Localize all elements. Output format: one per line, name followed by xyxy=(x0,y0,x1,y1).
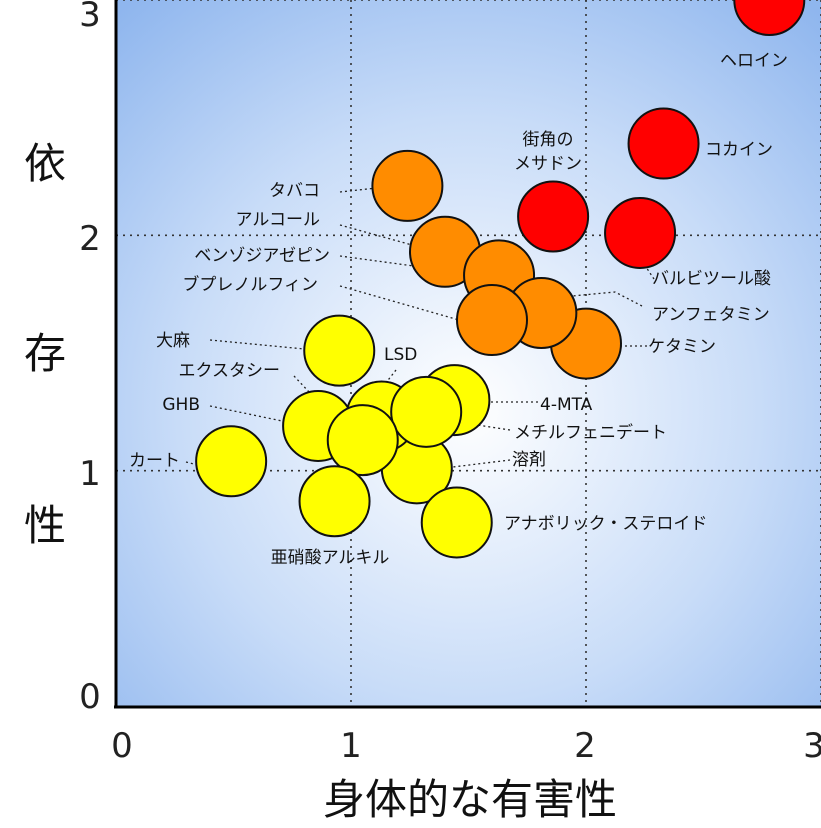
data-point xyxy=(420,486,493,559)
x-axis-title: 身体的な有害性 xyxy=(323,775,617,824)
data-point xyxy=(456,284,528,357)
point-label: LSD xyxy=(384,345,417,365)
y-tick-label: 0 xyxy=(79,677,101,717)
x-tick-label: 0 xyxy=(111,726,133,766)
point-label: アンフェタミン xyxy=(652,305,770,325)
leader-line xyxy=(373,369,397,399)
data-point xyxy=(195,425,268,498)
data-point xyxy=(371,149,444,222)
tick-labels: 0 1 2 3 0 1 2 3 xyxy=(79,0,821,766)
point-label: 亜硝酸アルキル xyxy=(271,548,390,568)
data-point xyxy=(390,375,463,448)
point-label: メチルフェニデート xyxy=(514,422,667,443)
point-label: 4-MTA xyxy=(540,395,593,415)
point-label: コカイン xyxy=(705,140,773,160)
gridlines xyxy=(116,0,821,706)
data-point xyxy=(627,107,700,180)
point-label: ケタミン xyxy=(648,337,716,357)
point-label: ヘロイン xyxy=(720,51,788,71)
y-axis-title: 依存性 xyxy=(24,139,66,550)
point-label: アルコール xyxy=(236,210,321,230)
point-label: バルビツール酸 xyxy=(652,269,771,289)
plot-area xyxy=(116,0,821,706)
y-tick-label: 3 xyxy=(79,0,101,35)
data-point xyxy=(604,196,677,269)
data-point xyxy=(298,465,371,538)
point-label: ブプレノルフィン xyxy=(182,274,318,295)
y-tick-label: 2 xyxy=(79,219,101,259)
x-tick-label: 2 xyxy=(574,726,596,766)
y-tick-label: 1 xyxy=(79,454,101,494)
point-label: GHB xyxy=(162,395,200,415)
leader-line xyxy=(339,255,481,276)
point-label: アナボリック・ステロイド xyxy=(504,514,707,534)
point-label: ベンゾジアゼピン xyxy=(194,246,330,266)
data-point xyxy=(303,314,376,387)
point-label: カート xyxy=(129,451,180,471)
point-label: タバコ xyxy=(269,181,320,201)
leader-line xyxy=(339,224,431,251)
data-point xyxy=(517,180,590,253)
point-label: エクスタシー xyxy=(179,361,281,381)
data-point xyxy=(326,404,399,477)
point-label: 街角のメサドン xyxy=(514,130,582,174)
x-tick-label: 3 xyxy=(803,726,821,766)
x-tick-label: 1 xyxy=(340,726,362,766)
data-points xyxy=(195,0,806,559)
point-label: 溶剤 xyxy=(512,450,546,470)
data-point xyxy=(733,0,806,36)
point-label: 大麻 xyxy=(156,331,190,351)
leader-line xyxy=(411,459,511,473)
